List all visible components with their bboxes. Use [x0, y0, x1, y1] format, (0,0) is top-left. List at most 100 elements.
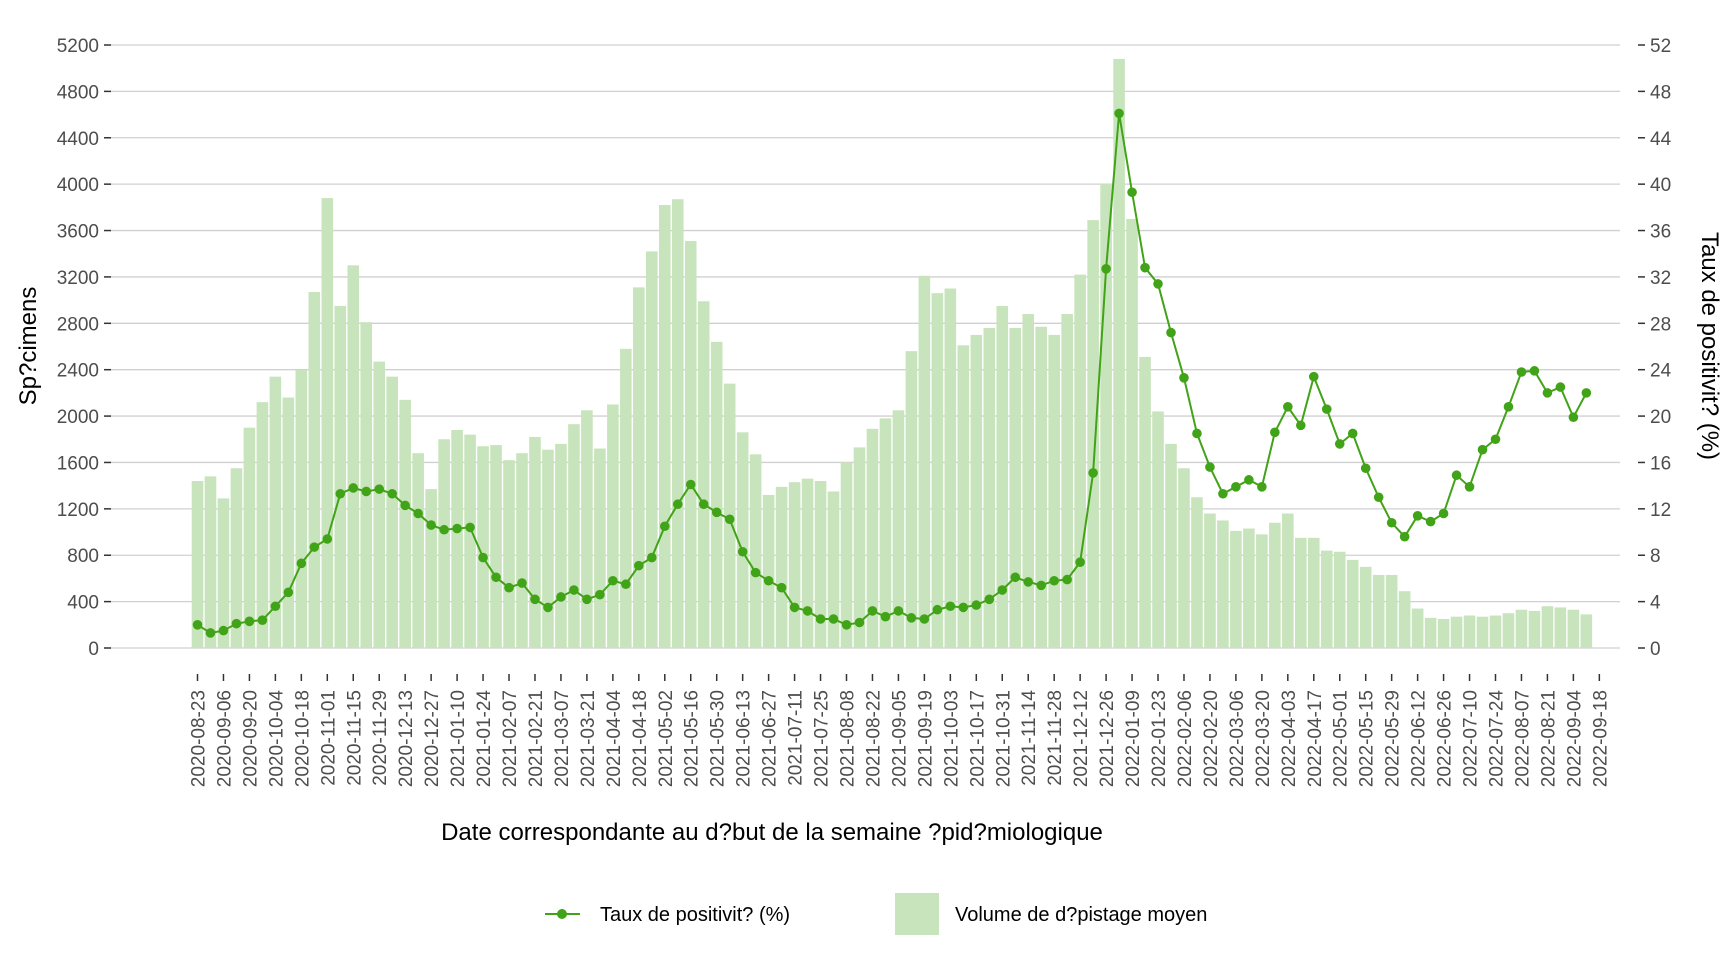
legend-label-positivity: Taux de positivit? (%) — [600, 904, 790, 926]
positivity-point — [1062, 574, 1072, 585]
bar — [944, 288, 957, 648]
bar — [684, 240, 697, 648]
positivity-point — [1296, 420, 1306, 431]
bar — [1230, 530, 1242, 648]
y-left-tick-label: 4000 — [57, 175, 99, 196]
positivity-point — [361, 486, 372, 497]
positivity-point — [1205, 462, 1215, 472]
positivity-point — [880, 611, 891, 622]
positivity-point — [867, 606, 878, 616]
positivity-point — [711, 507, 722, 518]
bar — [425, 489, 437, 648]
positivity-point — [1425, 516, 1436, 527]
x-tick-label: 2022-08-07 — [1512, 690, 1533, 787]
positivity-point — [231, 618, 242, 629]
positivity-point — [1386, 517, 1397, 528]
bar — [957, 345, 970, 648]
x-tick-label: 2021-02-07 — [500, 690, 521, 787]
x-tick-label: 2021-04-04 — [604, 690, 625, 788]
bar — [334, 305, 347, 648]
x-tick-label: 2020-12-27 — [422, 690, 443, 787]
positivity-point — [439, 524, 449, 535]
positivity-point — [348, 483, 359, 493]
bar — [1217, 520, 1229, 648]
positivity-point — [1036, 580, 1046, 591]
positivity-point — [776, 582, 787, 593]
positivity-point — [556, 592, 566, 602]
positivity-point — [750, 567, 761, 578]
bar — [1567, 609, 1580, 648]
positivity-point — [244, 616, 255, 627]
bar — [1126, 218, 1138, 648]
bar — [853, 447, 866, 648]
bar — [1528, 610, 1541, 648]
bar — [269, 376, 282, 648]
x-tick-label: 2021-12-12 — [1071, 690, 1092, 787]
positivity-point — [543, 602, 553, 613]
positivity-point — [997, 585, 1008, 595]
bar — [1204, 513, 1216, 648]
y-right-tick-label: 32 — [1650, 268, 1671, 289]
bar — [1074, 274, 1086, 648]
positivity-point — [608, 575, 618, 586]
y-right-tick-label: 40 — [1650, 175, 1671, 196]
x-tick-label: 2022-06-12 — [1409, 690, 1430, 787]
x-tick-label: 2021-08-22 — [863, 690, 884, 787]
bar — [1424, 617, 1437, 648]
positivity-point — [465, 522, 475, 533]
y-right-tick-label: 36 — [1650, 222, 1671, 243]
y-left-tick-label: 3600 — [57, 222, 99, 243]
bar — [1320, 550, 1333, 648]
y-left-tick-label: 5200 — [57, 36, 99, 57]
positivity-point — [1451, 470, 1462, 481]
bar — [879, 418, 892, 648]
x-axis: 2020-08-23 2020-09-06 2020-09-20 2020-10-04… — [189, 674, 1611, 788]
bar — [1061, 314, 1073, 648]
x-tick-label: 2022-05-15 — [1357, 690, 1378, 787]
bar — [256, 402, 269, 648]
bar — [736, 432, 749, 648]
positivity-point — [1568, 412, 1579, 423]
x-tick-label: 2020-10-18 — [292, 690, 313, 787]
x-tick-label: 2020-10-04 — [266, 690, 287, 788]
x-tick-label: 2020-08-23 — [189, 690, 210, 787]
positivity-point — [322, 534, 333, 544]
bar — [451, 429, 463, 648]
positivity-point — [283, 587, 294, 598]
positivity-point — [1581, 388, 1592, 398]
y-left-tick-label: 2000 — [57, 407, 99, 428]
bar — [970, 334, 983, 648]
bar — [1307, 537, 1320, 648]
y-axis-left: 0 400 800 1200 1600 2000 2400 2800 3200 3600 4000 4… — [57, 36, 111, 660]
y-axis-right-title: Taux de positivit? (%) — [1696, 232, 1723, 460]
bar — [1385, 574, 1398, 648]
positivity-point — [1477, 444, 1488, 455]
bar — [1269, 522, 1281, 648]
positivity-point — [919, 614, 930, 624]
y-left-tick-label: 2400 — [57, 361, 99, 382]
positivity-point — [621, 579, 631, 590]
positivity-point — [309, 542, 320, 552]
positivity-point — [971, 600, 982, 610]
x-tick-label: 2022-01-23 — [1149, 690, 1170, 787]
x-tick-label: 2021-06-13 — [734, 690, 755, 787]
positivity-point — [1114, 108, 1124, 119]
bar — [464, 434, 476, 648]
bar — [671, 199, 684, 648]
legend-item-volume: Volume de d?pistage moyen — [895, 893, 1207, 935]
bar — [438, 439, 450, 648]
positivity-point — [1088, 468, 1098, 478]
positivity-point — [1023, 577, 1034, 587]
positivity-point — [1373, 492, 1384, 503]
bar — [1541, 606, 1554, 648]
positivity-point — [815, 614, 826, 624]
x-tick-label: 2021-10-31 — [993, 690, 1014, 787]
bar — [866, 428, 879, 648]
bar — [658, 205, 671, 648]
positivity-point — [1321, 404, 1332, 414]
bar — [555, 443, 567, 648]
bar — [1009, 327, 1022, 648]
bar — [1165, 443, 1177, 648]
x-tick-label: 2020-11-01 — [318, 690, 339, 786]
positivity-point — [984, 594, 995, 605]
